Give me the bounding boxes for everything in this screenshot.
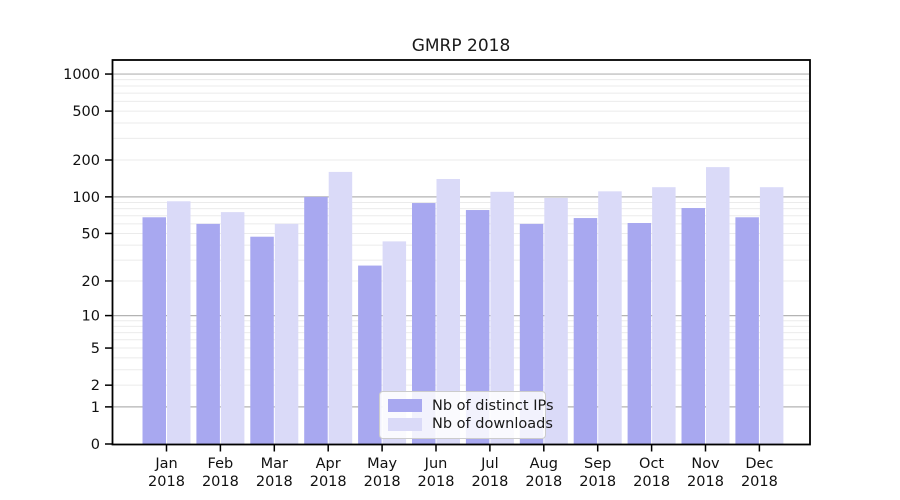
y-tick-label: 200 xyxy=(72,153,100,169)
bar-distinct-ips-jun xyxy=(412,203,436,445)
y-axis: 0 1 2 5 10 20 50 100 200 500 1000 xyxy=(63,67,113,453)
legend: Nb of distinct IPs Nb of downloads xyxy=(379,391,554,439)
bar-distinct-ips-may xyxy=(358,265,382,445)
bar-distinct-ips-apr xyxy=(304,196,328,445)
x-tick-label-year: 2018 xyxy=(202,474,239,490)
bars xyxy=(142,167,784,445)
y-tick-label: 500 xyxy=(72,104,100,120)
x-tick-label-year: 2018 xyxy=(579,474,616,490)
x-tick-label-year: 2018 xyxy=(633,474,670,490)
x-axis: Jan 2018 Feb 2018 Mar 2018 Apr 2018 May 2018 Jun 20… xyxy=(148,444,778,490)
bar-distinct-ips-dec xyxy=(735,217,759,445)
bar-downloads-mar xyxy=(274,223,299,445)
legend-item-distinct-ips: Nb of distinct IPs xyxy=(388,398,554,414)
plot-border xyxy=(111,59,811,446)
chart-title: GMRP 2018 xyxy=(411,36,511,56)
bar-downloads-apr xyxy=(328,171,353,445)
x-tick-label-month: Nov xyxy=(691,456,720,472)
bar-downloads-aug xyxy=(544,197,568,445)
y-tick-label: 1 xyxy=(91,400,100,416)
bar-distinct-ips-sep xyxy=(573,218,598,445)
y-tick-label: 2 xyxy=(91,378,100,394)
bar-distinct-ips-feb xyxy=(196,223,220,445)
x-tick-label-month: Feb xyxy=(208,456,234,472)
bar-distinct-ips-mar xyxy=(250,236,274,445)
y-tick-label: 20 xyxy=(82,274,100,290)
y-tick-label: 10 xyxy=(82,309,100,325)
bar-downloads-jul xyxy=(490,191,514,445)
bar-distinct-ips-oct xyxy=(627,222,652,445)
x-tick-label-year: 2018 xyxy=(525,474,562,490)
bar-downloads-nov xyxy=(706,167,730,445)
bar-downloads-feb xyxy=(220,212,245,445)
y-tick-label: 1000 xyxy=(63,67,100,83)
x-tick-label-year: 2018 xyxy=(687,474,724,490)
x-tick-label-year: 2018 xyxy=(471,474,508,490)
y-tick-label: 100 xyxy=(72,190,100,206)
x-tick-label-month: Jun xyxy=(424,456,448,472)
x-tick-label-year: 2018 xyxy=(310,474,347,490)
bar-distinct-ips-jan xyxy=(142,217,166,445)
x-tick-label-year: 2018 xyxy=(364,474,401,490)
x-tick-label-month: May xyxy=(367,456,397,472)
x-tick-label-month: Aug xyxy=(530,456,558,472)
legend-swatch-distinct-ips xyxy=(388,399,422,413)
bar-distinct-ips-jul xyxy=(465,210,490,445)
legend-label-downloads: Nb of downloads xyxy=(432,416,553,432)
x-tick-label-year: 2018 xyxy=(256,474,293,490)
legend-swatch-downloads xyxy=(388,417,422,431)
x-tick-label-month: Apr xyxy=(316,456,341,472)
x-tick-label-year: 2018 xyxy=(741,474,778,490)
x-tick-label-month: Jul xyxy=(480,456,499,472)
bar-downloads-oct xyxy=(652,187,676,445)
legend-item-downloads: Nb of downloads xyxy=(388,417,553,432)
bar-distinct-ips-aug xyxy=(519,223,544,445)
bar-downloads-jan xyxy=(167,201,191,445)
x-tick-label-month: Jan xyxy=(154,456,177,472)
bar-distinct-ips-nov xyxy=(681,208,705,445)
bar-downloads-jun xyxy=(436,179,460,445)
x-tick-label-year: 2018 xyxy=(418,474,455,490)
y-tick-label: 50 xyxy=(82,226,100,242)
bar-downloads-dec xyxy=(759,187,784,445)
x-tick-label-month: Mar xyxy=(261,456,288,472)
legend-label-distinct-ips: Nb of distinct IPs xyxy=(432,397,554,414)
x-tick-label-month: Oct xyxy=(639,456,664,472)
x-tick-label-year: 2018 xyxy=(148,474,185,490)
x-tick-label-month: Sep xyxy=(584,456,611,472)
y-tick-label: 5 xyxy=(91,341,100,357)
bar-downloads-sep xyxy=(598,191,622,445)
y-tick-label: 0 xyxy=(91,437,100,453)
x-tick-label-month: Dec xyxy=(745,456,773,472)
